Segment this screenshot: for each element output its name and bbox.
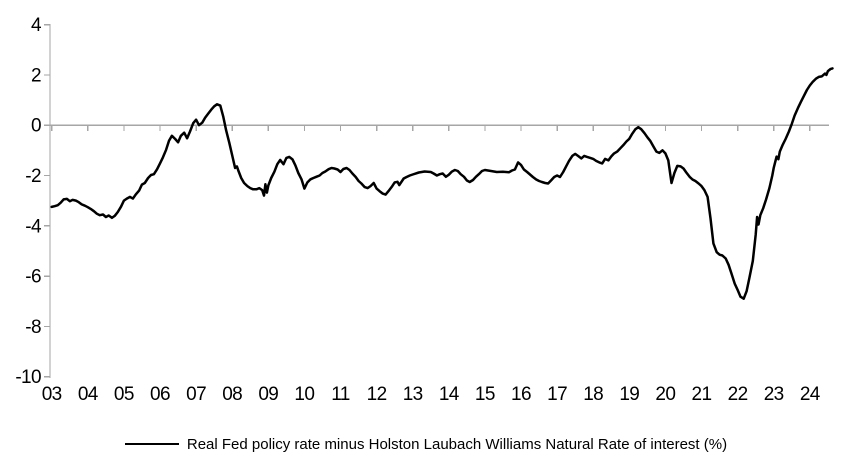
y-axis-tick-label: -10 [15, 367, 41, 388]
x-axis-tick-label: 18 [583, 384, 603, 405]
x-axis-tick-label: 04 [78, 384, 99, 405]
x-axis-tick-label: 24 [800, 384, 821, 405]
x-axis-tick-label: 15 [475, 384, 495, 405]
legend-label: Real Fed policy rate minus Holston Lauba… [186, 435, 728, 453]
x-axis-tick-label: 17 [547, 384, 567, 405]
x-axis-tick-label: 09 [258, 384, 278, 405]
x-axis-tick-label: 22 [728, 384, 748, 405]
x-axis-tick-label: 05 [114, 384, 134, 405]
y-axis-tick-label: 0 [31, 116, 41, 137]
x-axis-tick-label: 11 [331, 384, 350, 405]
legend-line-sample-icon [124, 443, 179, 445]
legend: Real Fed policy rate minus Holston Lauba… [0, 431, 852, 457]
x-axis-tick-label: 06 [150, 384, 170, 405]
x-axis-tick-label: 21 [692, 384, 712, 405]
x-axis-tick-label: 20 [655, 384, 675, 405]
x-axis-tick-label: 03 [42, 384, 62, 405]
y-axis-tick-label: 4 [31, 15, 42, 36]
x-axis-tick-label: 23 [764, 384, 784, 405]
x-axis-tick-label: 07 [186, 384, 206, 405]
y-axis-tick-label: -2 [25, 166, 41, 187]
x-axis-tick-label: 16 [511, 384, 531, 405]
x-axis-tick-label: 08 [222, 384, 242, 405]
y-axis-tick-label: -6 [25, 267, 41, 288]
series-group [50, 67, 834, 300]
x-axis-tick-label: 13 [403, 384, 423, 405]
x-axis-tick-label: 10 [294, 384, 314, 405]
y-axis-tick-label: -4 [25, 216, 42, 237]
x-axis: 03 04 05 06 07 08 09 10 11 12 13 14 15 16 17 18 19 20 21 22… [42, 125, 821, 405]
series-line [50, 67, 834, 300]
y-axis-tick-label: 2 [31, 65, 41, 86]
x-axis-tick-label: 19 [619, 384, 639, 405]
x-axis-tick-label: 12 [367, 384, 387, 405]
x-axis-tick-label: 14 [439, 384, 460, 405]
y-axis: 4 2 0 -2 -4 -6 -8 -10 [15, 15, 51, 388]
y-axis-tick-label: -8 [25, 317, 41, 338]
